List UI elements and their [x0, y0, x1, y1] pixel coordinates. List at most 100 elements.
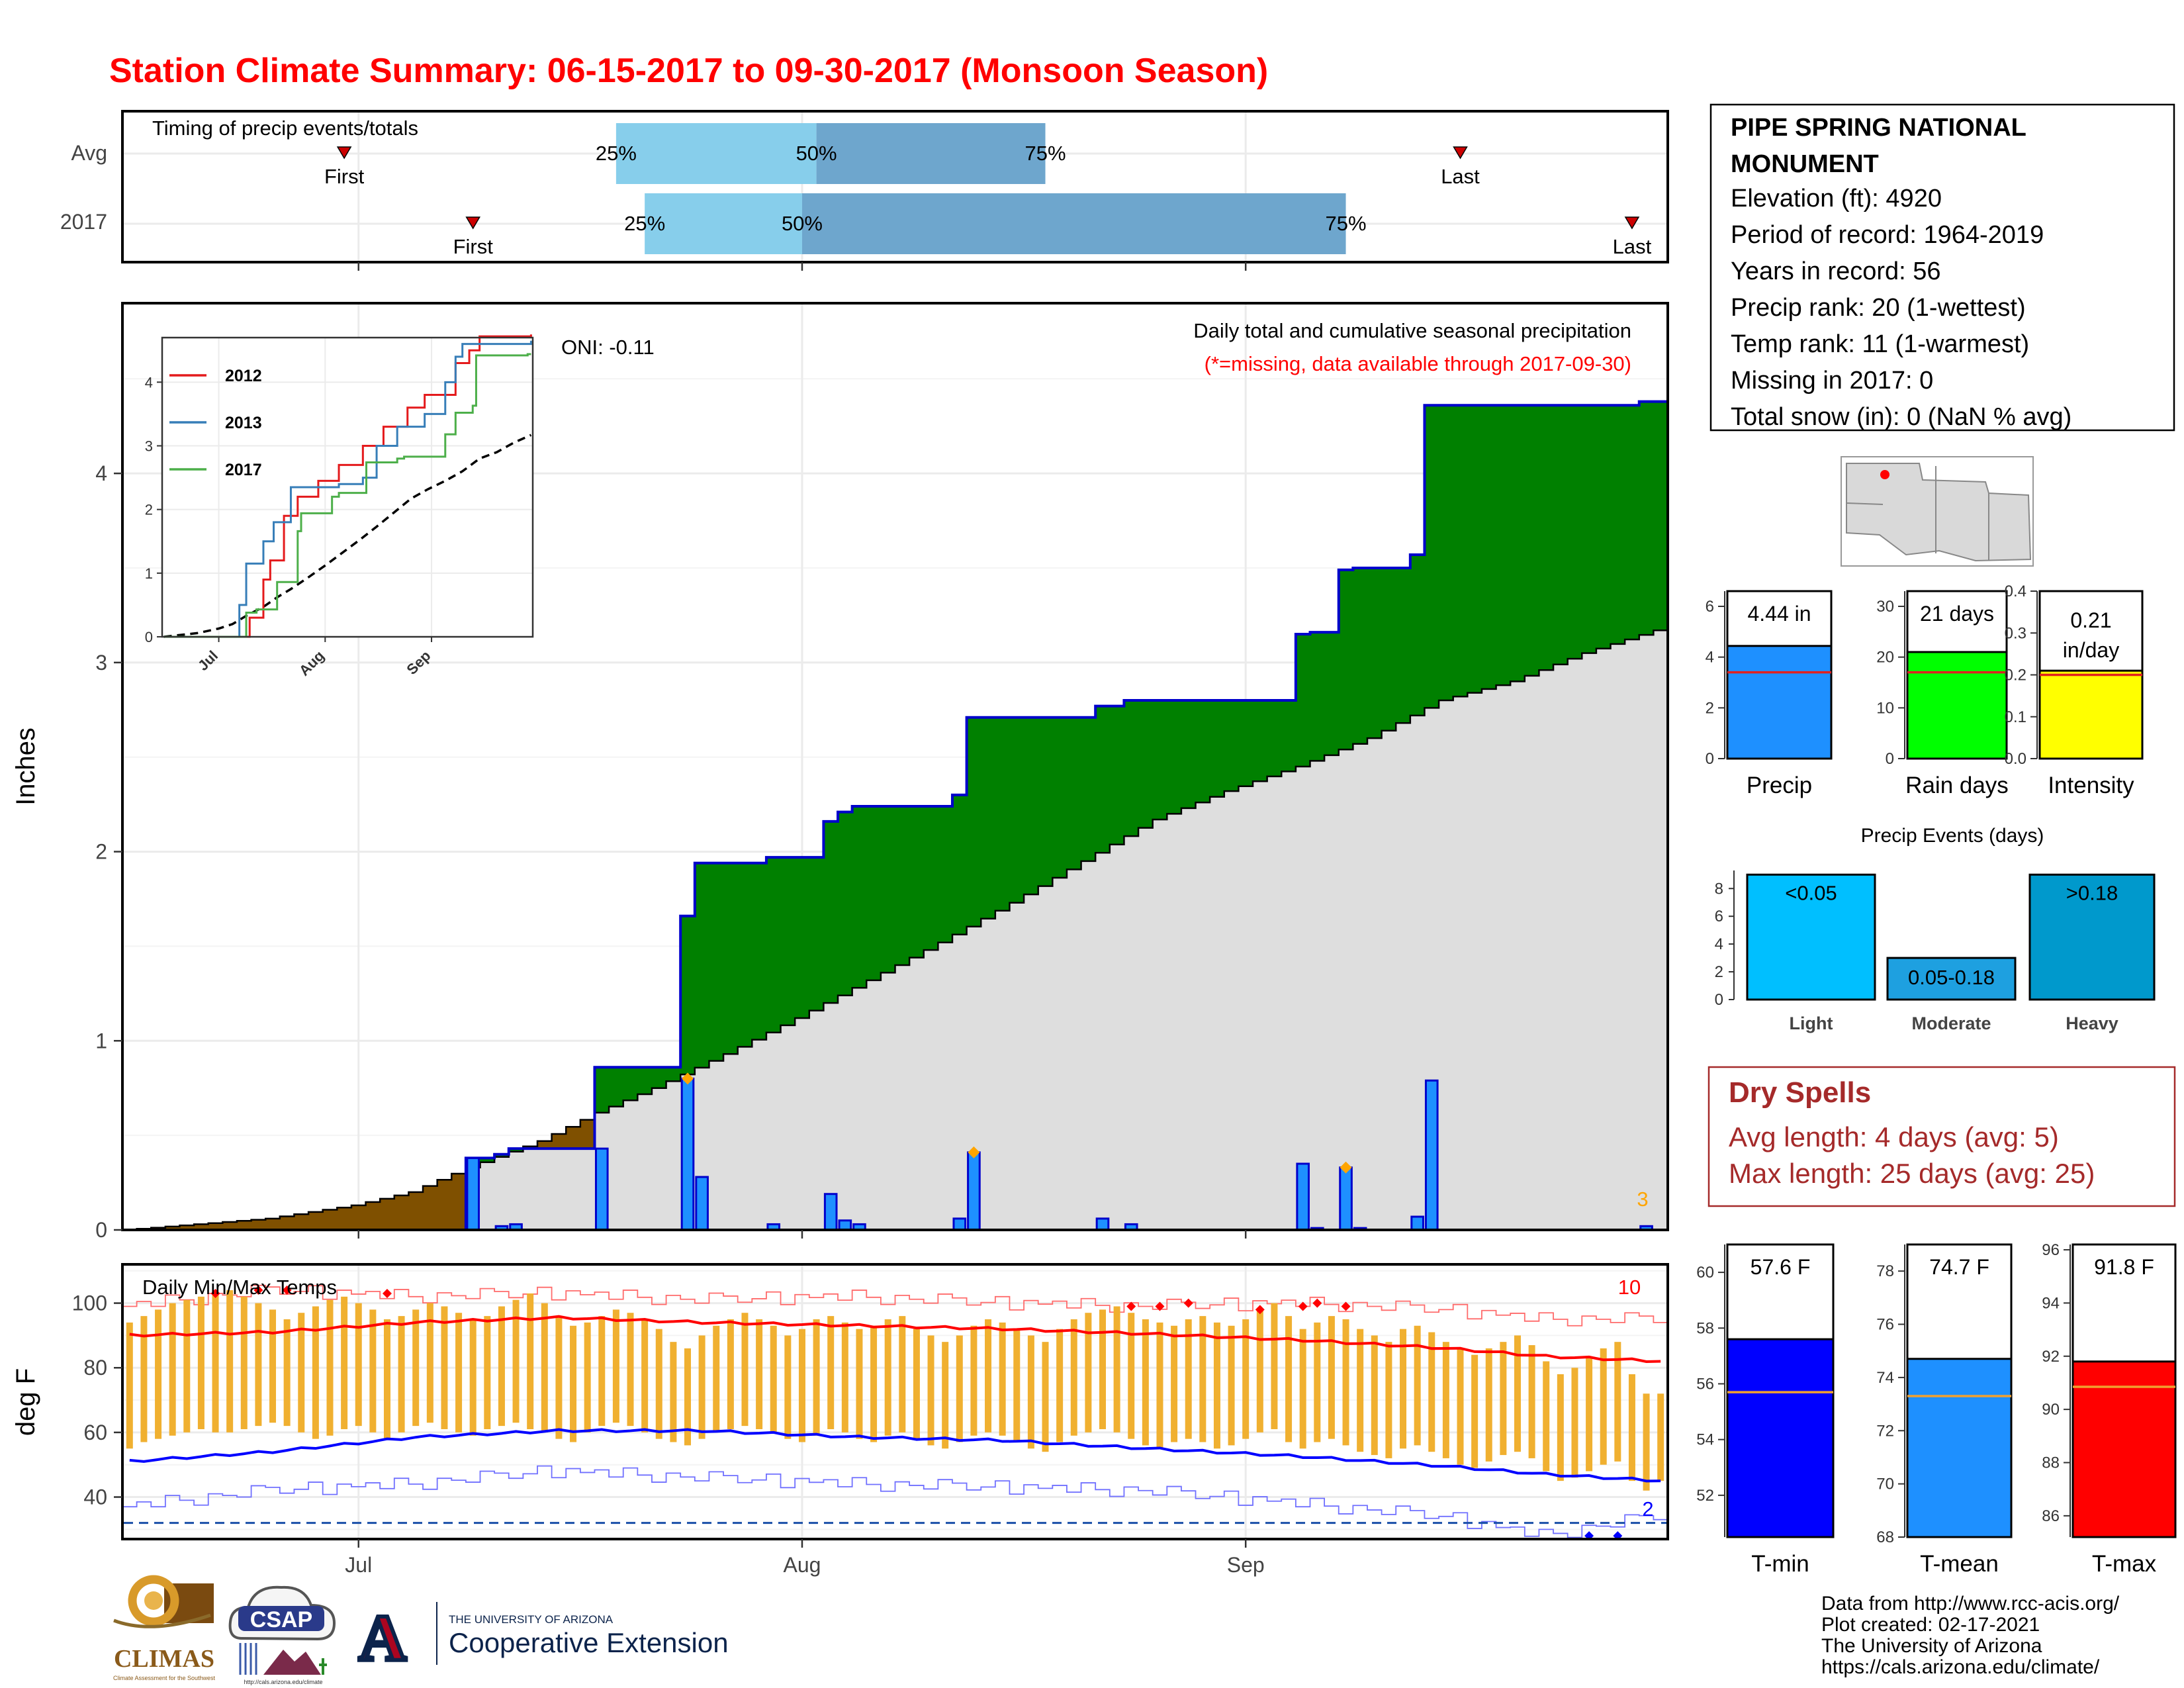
events-ytick-label-0: 0: [1715, 991, 1723, 1009]
temp-mean-category-label-2: T-max: [2092, 1551, 2157, 1577]
temp-daily-bar-105: [1628, 1374, 1635, 1481]
temp-mean-axis-1: 68 70 72 74 76 78: [1876, 1244, 1905, 1546]
temp-daily-bar-12: [298, 1313, 305, 1432]
events-bar-1: [1886, 957, 2017, 1001]
temp-daily-bar-14: [326, 1299, 334, 1436]
temp-daily-bar-25: [484, 1316, 491, 1429]
temp-mean-ytick-label-2-2: 90: [2042, 1401, 2060, 1419]
temp-daily-bar-60: [985, 1319, 992, 1432]
temp-means-bars: 52 54 56 58 60 57.6 F T-min 68 70 72 74 76 78 74.7 F T…: [1696, 1241, 2177, 1577]
temp-daily-bar-6: [212, 1293, 219, 1432]
inset-ytick-label-1: 1: [145, 565, 153, 582]
temp-mean-ytick-label-1-0: 68: [1876, 1528, 1894, 1546]
timing-title: Timing of precip events/totals: [152, 117, 418, 140]
events-ytick-label-1: 2: [1715, 963, 1723, 981]
climas-logo-core: [144, 1591, 163, 1610]
temp-panel-frame: [121, 1263, 1669, 1540]
temp-daily-bar-80: [1271, 1303, 1278, 1429]
season-total-ytick-label-1-3: 30: [1876, 598, 1894, 616]
season-total-ytick-label-2-2: 0.2: [2005, 667, 2026, 684]
temp-daily-bar-7: [226, 1290, 234, 1432]
temp-mean-ytick-label-0-4: 60: [1696, 1264, 1714, 1282]
precip-ytick-label-0: 0: [95, 1218, 107, 1242]
precip-daily-bar-10: [952, 1217, 967, 1231]
csap-logo-url: http://cals.arizona.edu/climate: [244, 1679, 322, 1685]
temp-daily-bar-18: [383, 1319, 390, 1439]
temp-daily-bar-43: [741, 1313, 749, 1427]
temp-daily-bar-22: [441, 1306, 448, 1429]
precip-daily-bar-7: [823, 1193, 838, 1231]
precip-daily-bar-0: [466, 1156, 480, 1231]
precip-panel: 0 1 2 3 4 Inches Daily total and cumulative …: [11, 302, 1669, 1242]
dry-spells-max: Max length: 25 days (avg: 25): [1729, 1158, 2095, 1189]
events-bar-2: [2028, 873, 2156, 1001]
ua-logo-line2: Cooperative Extension: [449, 1627, 729, 1658]
temp-daily-bar-91: [1428, 1332, 1435, 1452]
temp-daily-bar-63: [1027, 1335, 1034, 1449]
temp-mean-ytick-label-0-3: 58: [1696, 1319, 1714, 1337]
temp-daily-bar-103: [1600, 1348, 1607, 1465]
ua-logo: A THE UNIVERSITY OF ARIZONA Cooperative …: [357, 1599, 729, 1677]
temp-daily-bar-67: [1085, 1313, 1092, 1432]
dry-spells-box: Dry Spells Avg length: 4 days (avg: 5) M…: [1707, 1066, 2176, 1207]
precip-events-chart: Precip Events (days) 0 2 4 6 8 <0.05 Light 0.05…: [1715, 825, 2156, 1033]
temp-panel-title: Daily Min/Max Temps: [142, 1276, 337, 1299]
temp-record-high-marker-9: [1312, 1298, 1322, 1308]
temp-daily-bar-57: [942, 1342, 949, 1449]
temp-daily-bar-28: [527, 1293, 534, 1429]
precip-events-title: Precip Events (days): [1861, 825, 2044, 847]
temp-record-high-marker-10: [1341, 1301, 1351, 1311]
precip-avg-cumulative-area: [122, 630, 1668, 1230]
season-total-ytick-label-1-0: 0: [1886, 750, 1894, 768]
temp-daily-bar-71: [1142, 1319, 1149, 1446]
footer-institution: The University of Arizona: [1821, 1635, 2042, 1657]
precip-panel-frame: [121, 302, 1669, 1231]
precip-areas: [122, 400, 1668, 1231]
precip-ytick-label-1: 1: [95, 1029, 107, 1053]
temp-mean-ytick-label-1-3: 74: [1876, 1369, 1894, 1387]
temp-record-high-marker-5: [1155, 1301, 1165, 1311]
climas-logo-text: CLIMAS: [114, 1645, 214, 1673]
temp-daily-bar-64: [1042, 1342, 1049, 1452]
season-total-value-2: [2038, 669, 2144, 760]
temp-daily-bar-56: [927, 1335, 934, 1446]
precip-percentile-marker-0: [682, 1072, 694, 1085]
temp-daily-bar-37: [655, 1329, 662, 1439]
temp-daily-bar-9: [255, 1303, 262, 1427]
locator-map: [1841, 456, 2034, 567]
temp-daily-bar-45: [770, 1325, 777, 1432]
temp-daily-bar-85: [1342, 1319, 1349, 1446]
temp-record-high-marker-3: [382, 1288, 392, 1298]
temp-mean-axis-0: 52 54 56 58 60: [1696, 1244, 1725, 1537]
temp-daily-bar-100: [1557, 1374, 1564, 1481]
csap-logo-mountains: [263, 1650, 321, 1675]
temp-daily-bar-35: [627, 1313, 634, 1427]
precip-y-axis-title: Inches: [11, 727, 40, 806]
shared-x-axis: Jul Aug Sep: [345, 262, 1265, 1577]
temp-daily-bar-24: [469, 1319, 477, 1436]
temp-daily-bar-13: [312, 1306, 319, 1439]
season-total-ytick-label-2-3: 0.3: [2005, 624, 2026, 642]
temp-daily-bar-62: [1013, 1329, 1021, 1442]
temp-grid: [124, 1266, 1666, 1538]
precip-daily-bar-4: [680, 1077, 695, 1231]
temp-daily-bar-53: [884, 1319, 891, 1436]
precip-deficit-area-1: [136, 1174, 466, 1230]
footer-data-source: Data from http://www.rcc-acis.org/: [1821, 1593, 2120, 1615]
precip-annotation-note: (*=missing, data available through 2017-…: [1205, 352, 1631, 375]
temp-data: [122, 1284, 1668, 1541]
temp-record-high-marker-2: [282, 1286, 292, 1295]
temp-daily-bar-58: [956, 1335, 963, 1442]
temp-mean-value-label-2: 91.8 F: [2094, 1255, 2154, 1279]
x-tick-label-1: Aug: [783, 1553, 821, 1577]
temp-daily-bar-89: [1400, 1329, 1407, 1449]
x-tick-label-2: Sep: [1227, 1553, 1265, 1577]
temp-daily-bar-81: [1285, 1316, 1293, 1442]
station-years: Years in record: 56: [1731, 258, 1941, 285]
station-missing: Missing in 2017: 0: [1731, 367, 1933, 395]
temp-record-min-line: [122, 1465, 1668, 1538]
temp-daily-bar-76: [1213, 1322, 1220, 1449]
temp-ytick-label-1: 60: [83, 1421, 107, 1444]
temp-daily-bar-94: [1471, 1354, 1479, 1468]
